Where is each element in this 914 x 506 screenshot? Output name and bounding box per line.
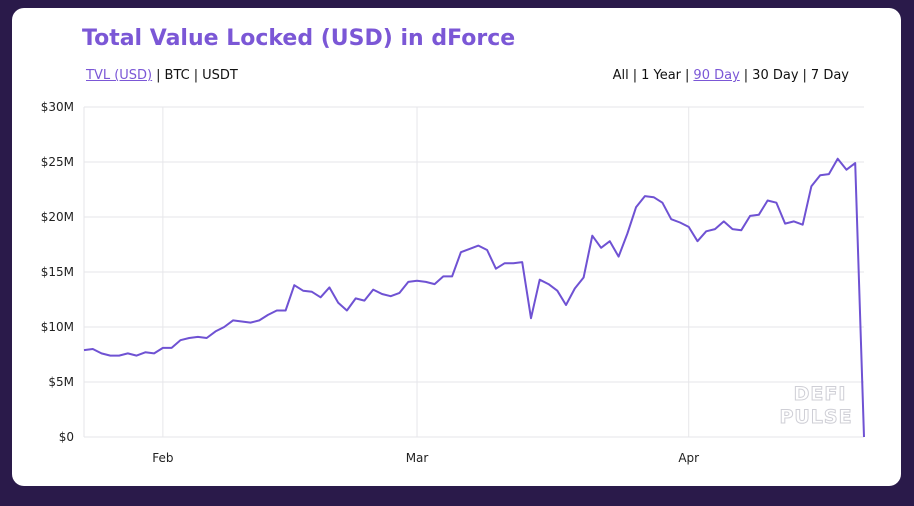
chart-card: Total Value Locked (USD) in dForce TVL (… <box>12 8 901 486</box>
separator: | <box>632 68 638 83</box>
x-tick-label: Mar <box>406 451 429 465</box>
y-tick-label: $15M <box>41 265 74 279</box>
chart-title: Total Value Locked (USD) in dForce <box>82 26 516 51</box>
toggle-tvl-usd[interactable]: TVL (USD) <box>86 68 153 83</box>
x-axis: Feb Mar Apr <box>152 451 699 465</box>
toggle-usdt[interactable]: USDT <box>202 68 238 83</box>
range-1-year[interactable]: 1 Year <box>641 68 682 83</box>
separator: | <box>193 68 199 83</box>
toggle-btc[interactable]: BTC <box>164 68 190 83</box>
separator: | <box>156 68 161 83</box>
grid <box>83 106 864 438</box>
range-7-day[interactable]: 7 Day <box>810 68 849 83</box>
separator: | <box>802 68 807 83</box>
y-axis: $0 $5M $10M $15M $20M $25M $30M <box>41 100 74 444</box>
y-tick-label: $5M <box>48 375 74 389</box>
y-tick-label: $20M <box>41 210 74 224</box>
range-30-day[interactable]: 30 Day <box>752 68 799 83</box>
defi-pulse-watermark: DEFI PULSE <box>779 383 852 429</box>
range-toggle-group: All | 1 Year | 90 Day | 30 Day | 7 Day <box>613 68 849 83</box>
separator: | <box>685 68 690 83</box>
range-90-day[interactable]: 90 Day <box>693 68 740 83</box>
x-tick-label: Feb <box>152 451 173 465</box>
x-tick-label: Apr <box>678 451 699 465</box>
y-tick-label: $30M <box>41 100 74 114</box>
y-tick-label: $25M <box>41 155 74 169</box>
y-tick-label: $10M <box>41 320 74 334</box>
tvl-series-line <box>83 157 865 438</box>
y-tick-label: $0 <box>59 430 74 444</box>
separator: | <box>743 68 749 83</box>
unit-toggle-group: TVL (USD) | BTC | USDT <box>86 68 238 83</box>
range-all[interactable]: All <box>612 68 629 83</box>
watermark-line-2: PULSE <box>779 406 852 428</box>
watermark-line-1: DEFI <box>794 383 847 405</box>
